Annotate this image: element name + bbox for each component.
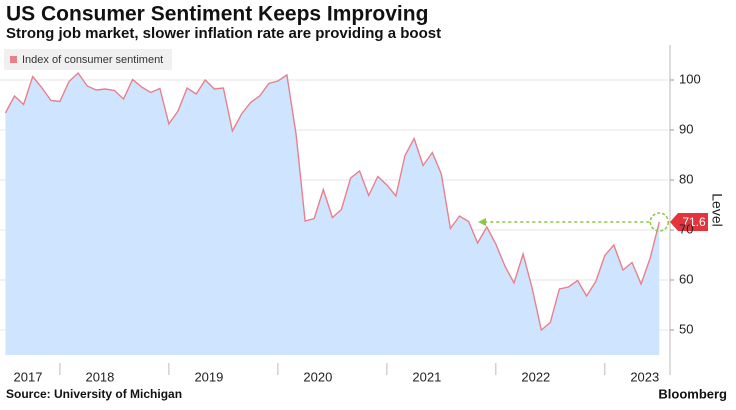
source: Source: University of Michigan — [6, 387, 182, 401]
chart-subtitle: Strong job market, slower inflation rate… — [6, 25, 441, 42]
legend-swatch — [10, 56, 17, 63]
x-tick-label: 2017 — [14, 369, 43, 384]
legend-box — [4, 49, 172, 70]
x-tick-label: 2019 — [194, 369, 223, 384]
legend-label: Index of consumer sentiment — [22, 54, 163, 66]
line — [4, 71, 660, 332]
x-tick-label: 2022 — [521, 369, 550, 384]
x-tick-label: 2020 — [303, 369, 332, 384]
y-tick-label: 50 — [679, 321, 693, 336]
last-value-label: 71.6 — [682, 215, 706, 229]
last-value-box — [670, 213, 708, 231]
y-tick-label: 60 — [679, 271, 693, 286]
x-tick-label: 2021 — [412, 369, 441, 384]
y-tick-label: 100 — [679, 71, 701, 86]
y-tick-label: 70 — [679, 221, 693, 236]
area — [5, 73, 660, 355]
x-tick-label: 2018 — [85, 369, 114, 384]
chart-title: US Consumer Sentiment Keeps Improving — [6, 3, 428, 26]
annotation-arrowhead — [478, 218, 486, 226]
annotation-circle — [649, 212, 670, 232]
y-axis-label: Level — [709, 193, 725, 226]
logo: Bloomberg — [658, 386, 727, 401]
x-tick-label: 2023 — [630, 369, 659, 384]
y-tick-label: 90 — [679, 121, 693, 136]
y-tick-label: 80 — [679, 171, 693, 186]
